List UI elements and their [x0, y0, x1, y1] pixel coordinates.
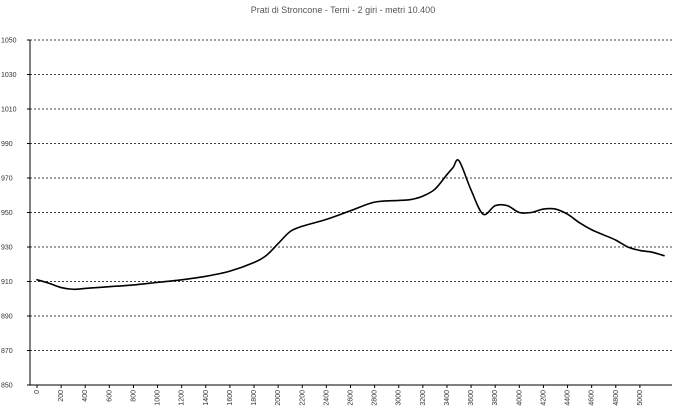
y-tick-label: 1030: [1, 72, 17, 79]
y-tick-label: 910: [1, 279, 13, 286]
x-tick-label: 5000: [637, 390, 644, 406]
y-tick-label: 950: [1, 210, 13, 217]
y-tick-label: 1050: [1, 38, 17, 45]
chart-title: Prati di Stroncone - Terni - 2 giri - me…: [251, 5, 435, 15]
x-tick-label: 400: [82, 390, 89, 402]
x-tick-label: 3400: [444, 390, 451, 406]
y-tick-label: 870: [1, 348, 13, 355]
x-tick-label: 3600: [468, 390, 475, 406]
x-tick-label: 4000: [516, 390, 523, 406]
x-tick-label: 1000: [155, 390, 162, 406]
x-tick-label: 1200: [179, 390, 186, 406]
grid-layer: [30, 39, 672, 351]
y-axis-ticks: 850 870 890 910 930 950 970 990 1010 1030 1050: [1, 38, 30, 390]
x-tick-label: 4200: [540, 390, 547, 406]
series-layer: [36, 159, 665, 291]
x-tick-label: 200: [58, 390, 65, 402]
x-tick-label: 2800: [372, 390, 379, 406]
y-tick-label: 970: [1, 176, 13, 183]
x-tick-label: 2600: [348, 390, 355, 406]
x-tick-label: 3000: [396, 390, 403, 406]
x-tick-label: 4600: [589, 390, 596, 406]
x-tick-label: 800: [130, 390, 137, 402]
y-tick-label: 930: [1, 245, 13, 252]
x-axis-ticks: 0 200 400 600 800 1000 1200 1400 1600 1800 2000 220…: [34, 385, 644, 406]
x-tick-label: 4800: [613, 390, 620, 406]
y-tick-label: 990: [1, 141, 13, 148]
y-tick-label: 1010: [1, 107, 17, 114]
x-tick-label: 1800: [251, 390, 258, 406]
y-tick-label: 890: [1, 314, 13, 321]
elevation-series-line: [36, 159, 665, 291]
y-tick-label: 850: [1, 383, 13, 390]
x-tick-label: 1600: [227, 390, 234, 406]
x-tick-label: 3800: [492, 390, 499, 406]
x-tick-label: 4400: [565, 390, 572, 406]
x-tick-label: 3200: [420, 390, 427, 406]
x-tick-label: 2200: [299, 390, 306, 406]
x-tick-label: 2000: [275, 390, 282, 406]
x-tick-label: 600: [106, 390, 113, 402]
x-tick-label: 0: [34, 390, 41, 394]
x-tick-label: 1400: [203, 390, 210, 406]
x-tick-label: 2400: [323, 390, 330, 406]
